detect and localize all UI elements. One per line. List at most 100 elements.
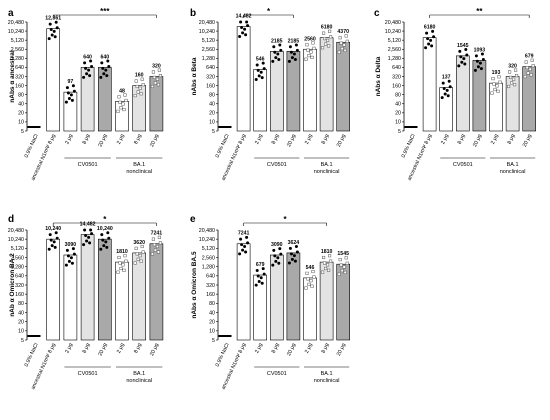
category-label: 0.9% NaCl — [401, 133, 417, 158]
data-point — [71, 247, 75, 251]
y-tick-label: 10 — [209, 120, 215, 126]
category-label: 8 μg — [507, 133, 517, 145]
y-tick-label: 80 — [209, 92, 215, 98]
data-point — [287, 261, 291, 265]
data-point — [458, 49, 462, 53]
data-point — [337, 50, 341, 54]
data-point — [442, 87, 446, 91]
value-label: 679 — [525, 54, 534, 60]
data-point — [104, 240, 108, 244]
data-point — [156, 250, 160, 254]
value-label: 10,240 — [45, 226, 61, 232]
y-tick-label: 80 — [18, 92, 24, 98]
value-label: 7241 — [151, 231, 163, 237]
value-label: 7241 — [238, 231, 250, 237]
y-tick-label: 20 — [395, 111, 401, 117]
data-point — [322, 31, 326, 35]
data-point — [241, 31, 245, 35]
data-point — [509, 75, 513, 79]
value-label: 546 — [256, 56, 265, 62]
data-point — [72, 89, 76, 93]
y-tick-label: 20 — [209, 319, 215, 325]
data-point — [139, 259, 143, 263]
data-point — [274, 259, 278, 263]
data-point — [427, 42, 431, 46]
data-point — [259, 70, 263, 74]
bar-nacl — [404, 126, 418, 128]
bar — [286, 252, 301, 341]
data-point — [292, 254, 296, 258]
data-point — [305, 271, 309, 275]
category-label: 8 μg — [271, 342, 281, 354]
y-tick-label: 5 — [212, 338, 215, 344]
bar — [303, 48, 317, 132]
category-label: 2 μg — [440, 133, 450, 145]
bar — [132, 252, 146, 341]
category-label: 0.9% NaCl — [215, 133, 231, 158]
y-tick-label: 160 — [15, 83, 24, 89]
data-point — [240, 243, 244, 247]
data-point — [304, 57, 308, 61]
data-point — [238, 252, 242, 256]
bar — [422, 37, 437, 132]
data-point — [240, 25, 244, 29]
data-point — [528, 67, 532, 71]
data-point — [245, 20, 249, 24]
y-tick-label: 40 — [395, 102, 401, 108]
data-point — [153, 248, 157, 252]
y-tick-label: 320 — [206, 74, 215, 80]
y-tick-label: 5 — [212, 129, 215, 135]
data-point — [256, 68, 260, 72]
bar — [46, 28, 61, 132]
category-label: 2 μg — [116, 133, 126, 145]
data-point — [64, 100, 68, 104]
group-label-ba1: BA.1 — [321, 162, 333, 168]
data-point — [510, 81, 514, 85]
data-point — [323, 37, 327, 41]
y-tick-label: 640 — [15, 274, 24, 280]
data-point — [262, 67, 266, 71]
data-point — [525, 65, 529, 70]
category-label: 20 μg — [149, 342, 160, 357]
y-tick-label: 20 — [209, 111, 215, 117]
data-point — [261, 61, 265, 65]
data-point — [446, 94, 450, 98]
value-label: 48 — [119, 88, 125, 94]
data-point — [118, 261, 122, 265]
data-point — [65, 248, 69, 252]
category-label: 8 μg — [457, 133, 467, 145]
data-point — [50, 244, 54, 248]
data-point — [52, 29, 56, 33]
data-point — [82, 243, 86, 247]
data-point — [441, 81, 445, 85]
bar — [236, 26, 251, 132]
data-point — [345, 39, 349, 43]
bar-nacl — [27, 335, 41, 337]
value-label: 14,482 — [80, 222, 96, 228]
data-point — [105, 245, 109, 249]
data-point — [99, 247, 103, 251]
category-label: 2 μg — [254, 133, 264, 145]
data-point — [322, 255, 326, 260]
y-tick-label: 10 — [18, 329, 24, 335]
y-tick-label: 640 — [15, 65, 24, 71]
data-point — [328, 29, 332, 33]
data-point — [85, 239, 89, 243]
group-label-nonclinical: nonclinical — [126, 169, 152, 175]
data-point — [119, 266, 123, 271]
data-point — [157, 235, 161, 239]
data-point — [85, 72, 89, 76]
data-point — [277, 261, 281, 265]
data-point — [152, 75, 156, 79]
y-tick-label: 5 — [21, 129, 24, 135]
data-point — [339, 41, 343, 45]
data-point — [340, 269, 344, 273]
data-point — [141, 83, 145, 87]
data-point — [90, 65, 94, 69]
data-point — [87, 235, 91, 239]
value-label: 320 — [508, 64, 517, 70]
data-point — [133, 261, 137, 265]
data-point — [343, 270, 347, 274]
value-label: 6180 — [424, 25, 436, 31]
panel-letter: d — [8, 214, 14, 225]
